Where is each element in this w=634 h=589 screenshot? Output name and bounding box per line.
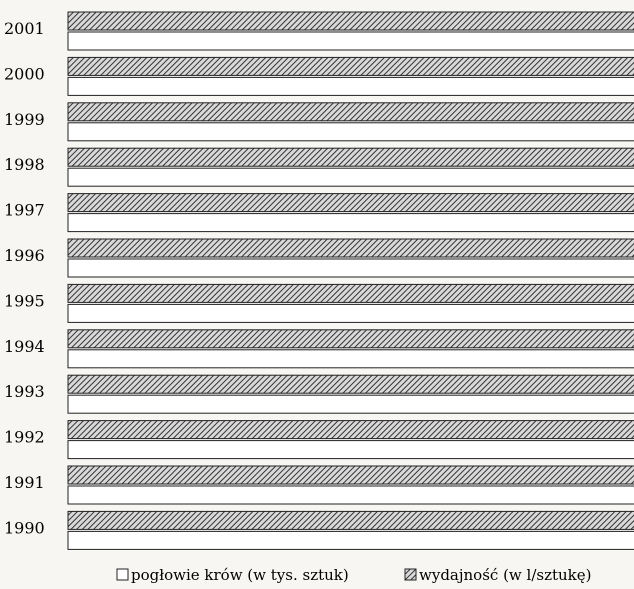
legend-swatch-pogłowie: [116, 568, 129, 581]
category-label: 1995: [4, 291, 45, 310]
legend-label-pogłowie: pogłowie krów (w tys. sztuk): [131, 566, 349, 584]
bar-wydajnosc: [67, 465, 634, 485]
bar-poglowie: [67, 303, 634, 323]
bar-poglowie: [67, 213, 634, 233]
bar-poglowie: [67, 485, 634, 505]
legend-label-wydajnosc: wydajność (w l/sztukę): [419, 566, 592, 584]
category-label: 1992: [4, 428, 45, 447]
category-label: 1994: [4, 337, 45, 356]
category-label: 1993: [4, 382, 45, 401]
bar-wydajnosc: [67, 329, 634, 349]
category-label: 1999: [4, 110, 45, 129]
bar-poglowie: [67, 394, 634, 414]
bar-poglowie: [67, 76, 634, 96]
bar-wydajnosc: [67, 374, 634, 394]
bar-poglowie: [67, 349, 634, 369]
category-label: 1991: [4, 473, 45, 492]
bar-poglowie: [67, 31, 634, 51]
category-label: 1996: [4, 246, 45, 265]
bar-wydajnosc: [67, 11, 634, 31]
bar-wydajnosc: [67, 147, 634, 167]
chart-legend: pogłowie krów (w tys. sztuk) wydajność (…: [116, 566, 592, 584]
legend-swatch-wydajnosc: [404, 568, 417, 581]
bar-wydajnosc: [67, 238, 634, 258]
bars-group: 20013 8383 00520003 6533 09819993 5103 4…: [4, 11, 634, 550]
category-label: 2000: [4, 64, 45, 83]
bar-poglowie: [67, 122, 634, 142]
category-label: 1990: [4, 518, 45, 537]
bar-poglowie: [67, 167, 634, 187]
bar-wydajnosc: [67, 510, 634, 530]
bar-wydajnosc: [67, 56, 634, 76]
category-label: 1997: [4, 201, 45, 220]
bar-poglowie: [67, 258, 634, 278]
category-label: 1998: [4, 155, 45, 174]
category-label: 2001: [4, 19, 45, 38]
bar-poglowie: [67, 440, 634, 460]
bar-poglowie: [67, 530, 634, 550]
bar-wydajnosc: [67, 102, 634, 122]
bar-wydajnosc: [67, 193, 634, 213]
bar-wydajnosc: [67, 420, 634, 440]
bar-wydajnosc: [67, 283, 634, 303]
